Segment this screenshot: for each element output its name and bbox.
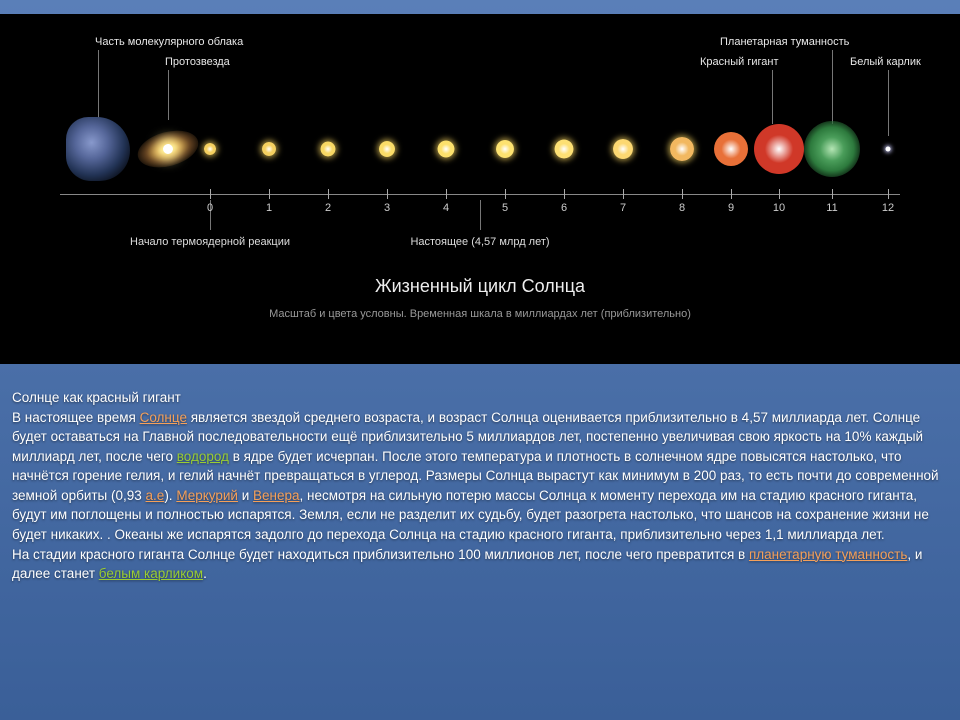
tick-label-6: 6 xyxy=(561,202,567,214)
article-link[interactable]: белым карликом xyxy=(99,566,203,581)
tick-label-9: 9 xyxy=(728,202,734,214)
tick-label-4: 4 xyxy=(443,202,449,214)
article-link[interactable]: планетарную туманность xyxy=(749,547,907,562)
tick-label-12: 12 xyxy=(882,202,894,214)
mid-label-1: Настоящее (4,57 млрд лет) xyxy=(410,236,549,248)
tick-label-8: 8 xyxy=(679,202,685,214)
tick-0 xyxy=(210,189,211,199)
tick-label-1: 1 xyxy=(266,202,272,214)
article-text: Солнце как красный гигант В настоящее вр… xyxy=(12,388,948,584)
leader-4 xyxy=(888,70,889,136)
article-text-span: . xyxy=(203,566,207,581)
sun-stage-3 xyxy=(379,141,395,157)
sun-stage-7 xyxy=(613,139,633,159)
diagram-subtitle: Масштаб и цвета условны. Временная шкала… xyxy=(0,308,960,320)
article-text-span: и xyxy=(238,488,253,503)
top-label-3: Красный гигант xyxy=(700,56,778,68)
white-dwarf xyxy=(886,147,891,152)
tick-8 xyxy=(682,189,683,199)
lifecycle-diagram: Часть молекулярного облака Протозвезда Пла… xyxy=(0,14,960,364)
tick-11 xyxy=(832,189,833,199)
timeline-axis xyxy=(60,194,900,195)
tick-label-5: 5 xyxy=(502,202,508,214)
tick-label-0: 0 xyxy=(207,202,213,214)
tick-12 xyxy=(888,189,889,199)
mid-leader-1 xyxy=(480,200,481,230)
tick-label-3: 3 xyxy=(384,202,390,214)
top-label-0: Часть молекулярного облака xyxy=(95,36,243,48)
sun-stage-1 xyxy=(262,142,276,156)
leader-2 xyxy=(832,50,833,124)
article-text-span: ). xyxy=(164,488,176,503)
tick-5 xyxy=(505,189,506,199)
tick-9 xyxy=(731,189,732,199)
article-link[interactable]: а.е xyxy=(146,488,165,503)
diagram-title: Жизненный цикл Солнца xyxy=(0,276,960,297)
tick-label-10: 10 xyxy=(773,202,785,214)
tick-4 xyxy=(446,189,447,199)
sun-stage-6 xyxy=(555,140,574,159)
tick-2 xyxy=(328,189,329,199)
tick-6 xyxy=(564,189,565,199)
planetary-nebula xyxy=(804,121,860,177)
sun-stage-0 xyxy=(204,143,216,155)
tick-label-11: 11 xyxy=(826,202,837,214)
sun-stage-2 xyxy=(321,142,336,157)
leader-1 xyxy=(168,70,169,120)
sun-stage-8 xyxy=(670,137,694,161)
tick-label-2: 2 xyxy=(325,202,331,214)
article-link[interactable]: Венера xyxy=(253,488,300,503)
red-giant-9 xyxy=(714,132,748,166)
top-label-4: Белый карлик xyxy=(850,56,921,68)
tick-3 xyxy=(387,189,388,199)
article-link[interactable]: водород xyxy=(177,449,229,464)
tick-1 xyxy=(269,189,270,199)
article-text-span: В настоящее время xyxy=(12,410,140,425)
protostar xyxy=(134,125,203,174)
top-label-1: Протозвезда xyxy=(165,56,230,68)
article-body: В настоящее время Солнце является звездо… xyxy=(12,408,948,545)
article-text-span: На стадии красного гиганта Солнце будет … xyxy=(12,547,749,562)
top-label-2: Планетарная туманность xyxy=(720,36,849,48)
sun-stage-4 xyxy=(438,141,455,158)
article-link[interactable]: Солнце xyxy=(140,410,187,425)
article-link[interactable]: Меркурий xyxy=(176,488,238,503)
tick-10 xyxy=(779,189,780,199)
mid-label-0: Начало термоядерной реакции xyxy=(130,236,290,248)
article-heading: Солнце как красный гигант xyxy=(12,388,948,408)
molecular-cloud xyxy=(66,117,130,181)
leader-3 xyxy=(772,70,773,124)
tick-7 xyxy=(623,189,624,199)
article-tail: На стадии красного гиганта Солнце будет … xyxy=(12,545,948,584)
red-giant-10 xyxy=(754,124,804,174)
tick-label-7: 7 xyxy=(620,202,626,214)
sun-stage-5 xyxy=(496,140,514,158)
leader-0 xyxy=(98,50,99,120)
